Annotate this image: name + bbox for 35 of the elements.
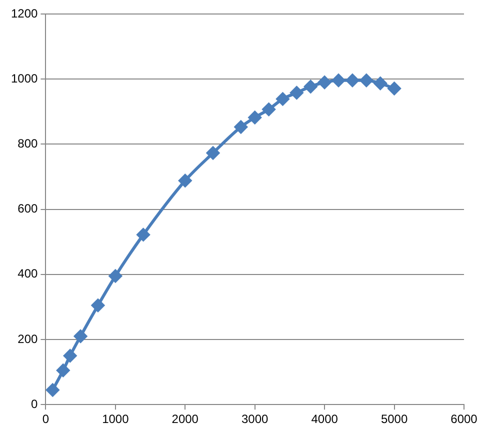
y-tick-label: 0 [31,396,38,411]
point [374,76,387,90]
y-tick-label: 1000 [10,71,38,86]
x-tick-label: 6000 [450,412,478,426]
point [91,298,104,312]
x-tick-label: 1000 [102,412,130,426]
y-tick-label: 200 [18,332,38,346]
point [360,74,373,87]
point [136,228,150,242]
point [178,174,192,188]
point [262,102,276,116]
point [56,364,70,377]
x-tick-label: 5000 [380,412,408,426]
point [108,270,122,283]
point [206,146,220,160]
point [304,80,318,94]
point [64,349,77,362]
x-tick-label: 4000 [311,412,338,426]
y-tick-label: 800 [18,136,38,151]
point [332,74,346,87]
point [346,74,359,87]
point [46,383,60,396]
point [74,330,88,343]
x-tick-label: 2000 [172,412,199,426]
point [248,111,262,124]
point [318,76,332,89]
point [388,82,401,96]
point [290,86,304,100]
point [276,92,290,106]
y-tick-label: 600 [18,202,38,216]
point [234,120,248,134]
x-tick-label: 0 [42,412,50,426]
x-tick-label: 3000 [241,412,269,426]
y-tick-label: 1200 [10,6,38,20]
y-tick-label: 400 [18,266,38,281]
